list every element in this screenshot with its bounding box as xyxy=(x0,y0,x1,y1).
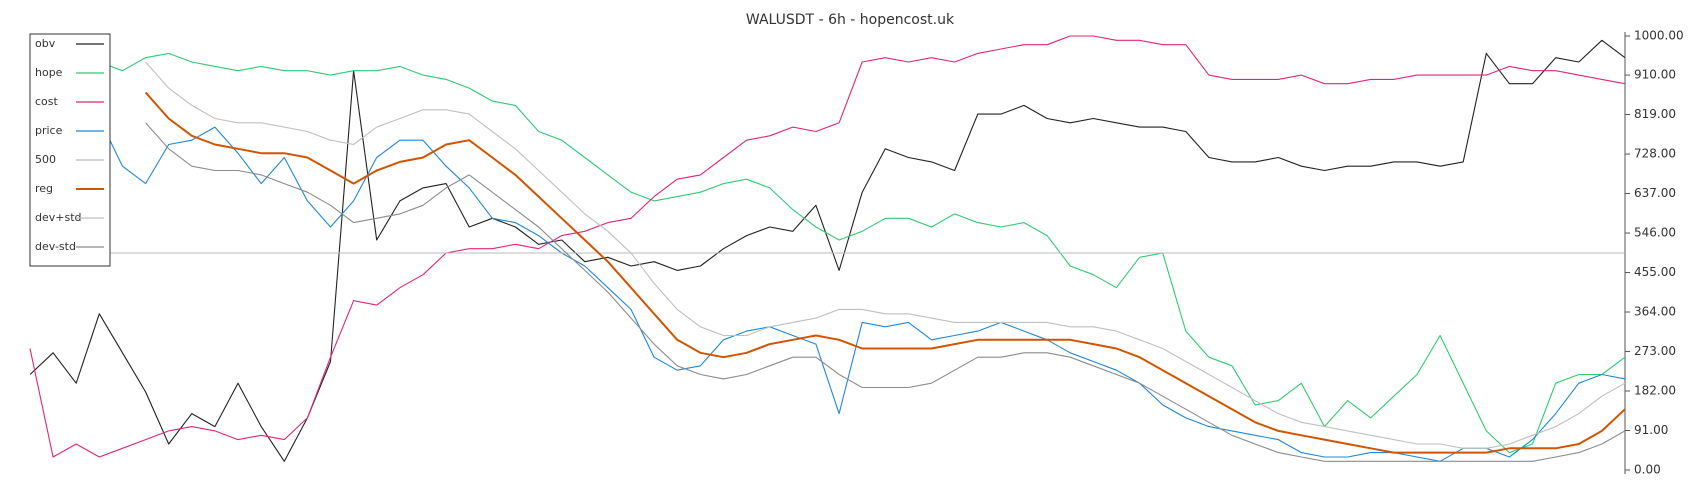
y-tick-label: 819.00 xyxy=(1634,107,1676,121)
series-line xyxy=(144,91,1626,454)
series-line xyxy=(29,39,1626,462)
series-line xyxy=(98,118,1626,462)
chart-title: WALUSDT - 6h - hopencost.uk xyxy=(746,12,955,28)
legend-label: obv xyxy=(35,37,56,50)
series-line xyxy=(145,61,1626,449)
legend: obv hope cost price 500 reg dev+std dev-std xyxy=(29,33,111,267)
y-tick-label: 91.00 xyxy=(1634,423,1668,437)
y-tick-label: 455.00 xyxy=(1634,265,1676,279)
y-tick-label: 728.00 xyxy=(1634,147,1676,161)
y-tick-label: 182.00 xyxy=(1634,384,1676,398)
legend-label: cost xyxy=(35,95,59,108)
y-tick-label: 0.00 xyxy=(1634,463,1661,477)
series-line xyxy=(99,52,1626,454)
legend-label: price xyxy=(35,124,63,137)
legend-label: hope xyxy=(35,66,63,79)
legend-label: reg xyxy=(35,182,53,195)
y-tick-label: 364.00 xyxy=(1634,305,1676,319)
y-tick-label: 910.00 xyxy=(1634,68,1676,82)
legend-label: dev+std xyxy=(35,211,82,224)
y-tick-label: 1000.00 xyxy=(1634,29,1684,43)
legend-label: 500 xyxy=(35,153,56,166)
y-tick-label: 273.00 xyxy=(1634,344,1676,358)
legend-label: dev-std xyxy=(35,240,76,253)
y-tick-label: 546.00 xyxy=(1634,226,1676,240)
series-line xyxy=(145,122,1626,462)
y-tick-label: 637.00 xyxy=(1634,186,1676,200)
series-line xyxy=(29,35,1626,458)
